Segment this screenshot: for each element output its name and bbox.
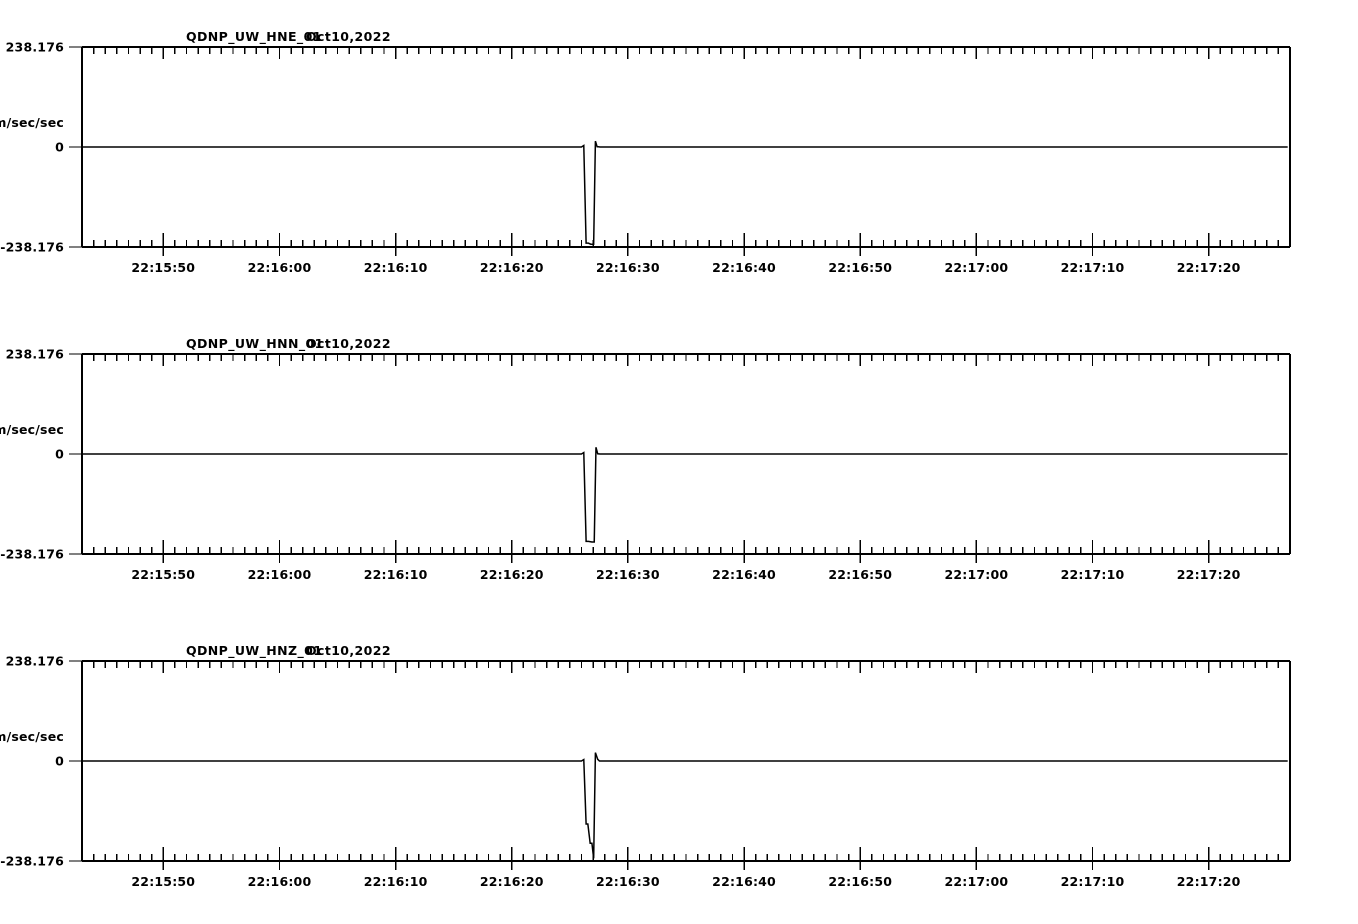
x-axis-tick-label: 22:17:00	[944, 260, 1008, 275]
y-axis-unit-label: cm/sec/sec	[0, 422, 64, 437]
x-axis-tick-label: 22:17:10	[1061, 567, 1125, 582]
channel-panel-panel-hnn: QDNP_UW_HNN_01 Oct10,2022 238.176 0 -238.176…	[0, 324, 1358, 599]
y-axis-unit-label: cm/sec/sec	[0, 729, 64, 744]
x-axis-tick-label: 22:16:50	[828, 260, 892, 275]
panel-date: Oct10,2022	[306, 643, 391, 658]
panel-title: QDNP_UW_HNZ_01	[186, 643, 322, 659]
x-axis-tick-label: 22:16:40	[712, 874, 776, 889]
x-axis-tick-label: 22:16:00	[248, 874, 312, 889]
x-axis-tick-label: 22:16:10	[364, 567, 428, 582]
waveform-trace	[82, 140, 1288, 245]
x-axis-tick-label: 22:16:20	[480, 260, 544, 275]
y-tick-marks	[69, 353, 82, 555]
x-axis-tick-label: 22:17:20	[1177, 874, 1241, 889]
x-tick-marks	[92, 661, 1280, 870]
panel-date: Oct10,2022	[306, 29, 391, 44]
channel-panel-panel-hnz: QDNP_UW_HNZ_01 Oct10,2022 238.176 0 -238.176…	[0, 631, 1358, 906]
x-tick-marks	[92, 47, 1280, 256]
x-axis-tick-label: 22:15:50	[131, 260, 195, 275]
channel-panel-panel-hne: QDNP_UW_HNE_01 Oct10,2022 238.176 0 -238.176…	[0, 17, 1358, 292]
x-axis-tick-label: 22:15:50	[131, 874, 195, 889]
y-axis-zero-label: 0	[55, 447, 64, 462]
x-axis-tick-label: 22:16:50	[828, 567, 892, 582]
x-axis-tick-label: 22:16:30	[596, 567, 660, 582]
x-axis-tick-label: 22:16:30	[596, 874, 660, 889]
y-axis-min-label: -238.176	[0, 547, 64, 562]
x-axis-tick-label: 22:17:00	[944, 567, 1008, 582]
panel-title: QDNP_UW_HNE_01	[186, 29, 322, 45]
panel-title: QDNP_UW_HNN_01	[186, 336, 324, 352]
x-axis-tick-label: 22:16:40	[712, 567, 776, 582]
waveform-trace	[82, 752, 1288, 859]
x-axis-tick-label: 22:16:30	[596, 260, 660, 275]
x-axis-tick-label: 22:16:20	[480, 874, 544, 889]
y-axis-max-label: 238.176	[6, 654, 64, 669]
y-tick-marks	[69, 660, 82, 862]
y-axis-zero-label: 0	[55, 140, 64, 155]
y-tick-marks	[69, 46, 82, 248]
y-axis-min-label: -238.176	[0, 240, 64, 255]
x-axis-tick-label: 22:17:10	[1061, 260, 1125, 275]
y-axis-max-label: 238.176	[6, 40, 64, 55]
x-axis-tick-label: 22:16:00	[248, 260, 312, 275]
x-axis-tick-label: 22:17:10	[1061, 874, 1125, 889]
x-axis-tick-label: 22:16:40	[712, 260, 776, 275]
x-axis-tick-label: 22:16:20	[480, 567, 544, 582]
x-axis-tick-label: 22:16:10	[364, 874, 428, 889]
x-axis-tick-label: 22:16:10	[364, 260, 428, 275]
y-axis-zero-label: 0	[55, 754, 64, 769]
panel-date: Oct10,2022	[306, 336, 391, 351]
y-axis-min-label: -238.176	[0, 854, 64, 869]
x-axis-tick-label: 22:15:50	[131, 567, 195, 582]
x-tick-marks	[92, 354, 1280, 563]
x-axis-tick-label: 22:17:20	[1177, 260, 1241, 275]
waveform-trace	[82, 447, 1288, 543]
x-axis-tick-label: 22:17:00	[944, 874, 1008, 889]
x-axis-tick-label: 22:16:00	[248, 567, 312, 582]
y-axis-unit-label: cm/sec/sec	[0, 115, 64, 130]
y-axis-max-label: 238.176	[6, 347, 64, 362]
x-axis-tick-label: 22:17:20	[1177, 567, 1241, 582]
x-axis-tick-label: 22:16:50	[828, 874, 892, 889]
